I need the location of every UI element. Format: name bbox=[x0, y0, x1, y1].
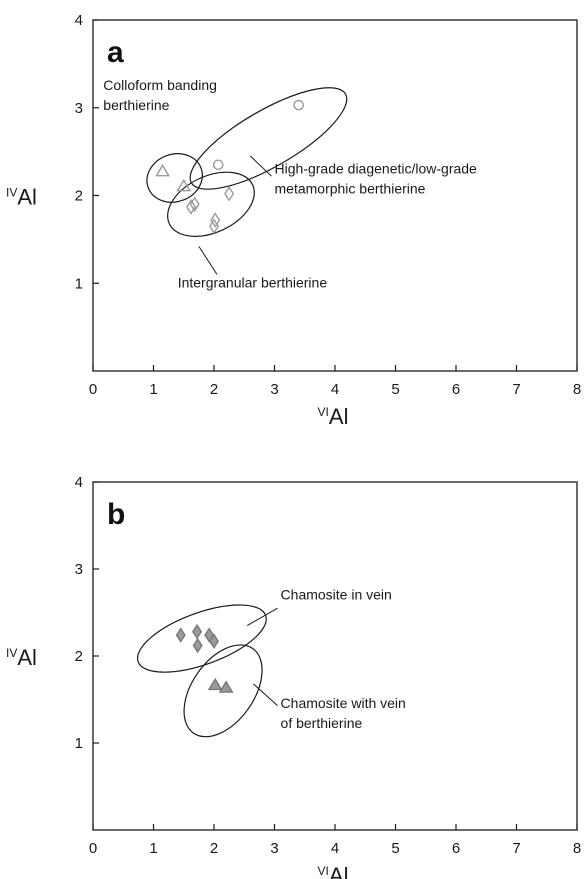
x-tick-label: 4 bbox=[331, 840, 339, 857]
x-tick-label: 1 bbox=[149, 381, 157, 398]
y-axis-title: IVAl bbox=[6, 185, 37, 210]
annotation-leader bbox=[198, 246, 218, 275]
x-axis-title-sup: VI bbox=[318, 864, 329, 878]
x-tick-label: 6 bbox=[452, 840, 460, 857]
annotation-text: Intergranular berthierine bbox=[178, 275, 328, 291]
group-ellipse bbox=[136, 604, 267, 673]
x-tick-label: 7 bbox=[512, 840, 520, 857]
y-axis-title-sup: IV bbox=[6, 186, 17, 200]
diamond-marker bbox=[175, 627, 186, 643]
x-tick-label: 1 bbox=[149, 840, 157, 857]
x-tick-label: 0 bbox=[89, 840, 97, 857]
y-tick-label: 1 bbox=[75, 275, 83, 292]
triangle-marker bbox=[155, 163, 170, 177]
diamond-marker bbox=[185, 199, 197, 215]
annotation-leader bbox=[249, 155, 272, 177]
x-axis-title: VIAl bbox=[318, 404, 349, 429]
circle-marker bbox=[212, 159, 224, 171]
y-axis-title-main: Al bbox=[17, 645, 37, 670]
diamond-marker bbox=[189, 196, 200, 213]
y-tick-label: 3 bbox=[75, 561, 83, 578]
annotation-text: High-grade diagenetic/low-grade bbox=[275, 161, 478, 177]
diamond-marker bbox=[192, 637, 203, 654]
x-tick-label: 3 bbox=[270, 381, 278, 398]
x-axis-title: VIAl bbox=[318, 863, 349, 879]
diamond-marker bbox=[204, 627, 215, 643]
panel-letter: a bbox=[107, 36, 124, 69]
x-tick-label: 2 bbox=[210, 840, 218, 857]
diamond-marker bbox=[192, 623, 203, 640]
x-axis-title-main: Al bbox=[329, 404, 349, 429]
x-tick-label: 7 bbox=[512, 381, 520, 398]
x-tick-label: 0 bbox=[89, 381, 97, 398]
x-tick-label: 4 bbox=[331, 381, 339, 398]
panel-letter: b bbox=[107, 498, 125, 531]
group-ellipse bbox=[146, 153, 203, 203]
x-tick-label: 8 bbox=[573, 381, 581, 398]
annotation-text: berthierine bbox=[103, 97, 169, 113]
annotation-leader bbox=[252, 683, 278, 706]
y-tick-label: 2 bbox=[75, 188, 83, 205]
y-axis-title-sup: IV bbox=[6, 646, 17, 660]
x-tick-label: 8 bbox=[573, 840, 581, 857]
diamond-marker bbox=[208, 218, 220, 235]
x-axis-title-main: Al bbox=[329, 863, 349, 879]
y-tick-label: 4 bbox=[75, 12, 83, 29]
x-tick-label: 2 bbox=[210, 381, 218, 398]
x-tick-label: 3 bbox=[270, 840, 278, 857]
group-ellipse bbox=[183, 644, 263, 738]
circle-marker bbox=[293, 99, 305, 111]
plot-frame bbox=[92, 481, 578, 831]
group-ellipse bbox=[189, 87, 348, 190]
y-tick-label: 3 bbox=[75, 100, 83, 117]
x-tick-label: 6 bbox=[452, 381, 460, 398]
annotation-text: of berthierine bbox=[281, 715, 363, 731]
y-tick-label: 2 bbox=[75, 648, 83, 665]
x-axis-title-sup: VI bbox=[318, 405, 329, 419]
annotation-text: Chamosite with vein bbox=[281, 695, 406, 711]
y-tick-label: 4 bbox=[75, 474, 83, 491]
y-axis-title: IVAl bbox=[6, 645, 37, 670]
annotation-text: Colloform banding bbox=[103, 77, 217, 93]
x-tick-label: 5 bbox=[391, 381, 399, 398]
group-ellipse bbox=[167, 171, 255, 237]
annotation-leader bbox=[247, 607, 278, 626]
triangle-marker bbox=[176, 178, 192, 192]
diamond-marker bbox=[208, 633, 220, 649]
triangle-marker bbox=[207, 677, 223, 691]
diamond-marker bbox=[224, 185, 235, 202]
y-tick-label: 1 bbox=[75, 735, 83, 752]
diamond-marker bbox=[210, 212, 221, 228]
x-tick-label: 5 bbox=[391, 840, 399, 857]
annotation-text: metamorphic berthierine bbox=[275, 181, 426, 197]
y-axis-title-main: Al bbox=[17, 185, 37, 210]
annotation-text: Chamosite in vein bbox=[281, 586, 392, 602]
triangle-marker bbox=[218, 680, 234, 693]
